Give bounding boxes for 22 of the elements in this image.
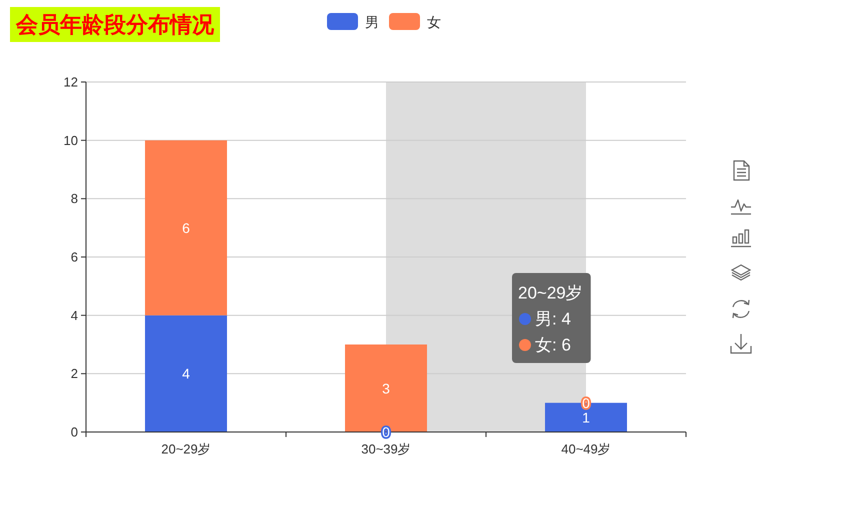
y-tick-label: 8 — [70, 191, 78, 206]
y-tick-label: 6 — [70, 250, 78, 264]
annotation: 女: 6 — [535, 336, 571, 354]
data-label: 1 — [582, 409, 590, 426]
annotation: 20~29岁 — [518, 284, 583, 302]
y-tick-label: 4 — [70, 308, 78, 323]
data-label: 3 — [382, 380, 390, 396]
legend-label: 男 — [365, 14, 379, 30]
y-tick-label: 2 — [70, 366, 78, 382]
bar — [145, 140, 227, 316]
y-tick-label: 12 — [64, 74, 78, 90]
chart-title: 会员年龄段分布情况 — [15, 12, 215, 37]
data-label: 4 — [182, 366, 190, 382]
legend-label: 女 — [427, 14, 441, 30]
data-label: 6 — [182, 220, 190, 236]
x-tick-label: 40~49岁 — [561, 442, 611, 456]
annotation: 男: 4 — [535, 310, 571, 328]
y-tick-label: 10 — [64, 132, 78, 148]
y-tick-label: 0 — [70, 424, 78, 440]
x-tick-label: 20~29岁 — [161, 442, 211, 456]
x-tick-label: 30~39岁 — [361, 442, 411, 456]
bar — [145, 315, 227, 432]
